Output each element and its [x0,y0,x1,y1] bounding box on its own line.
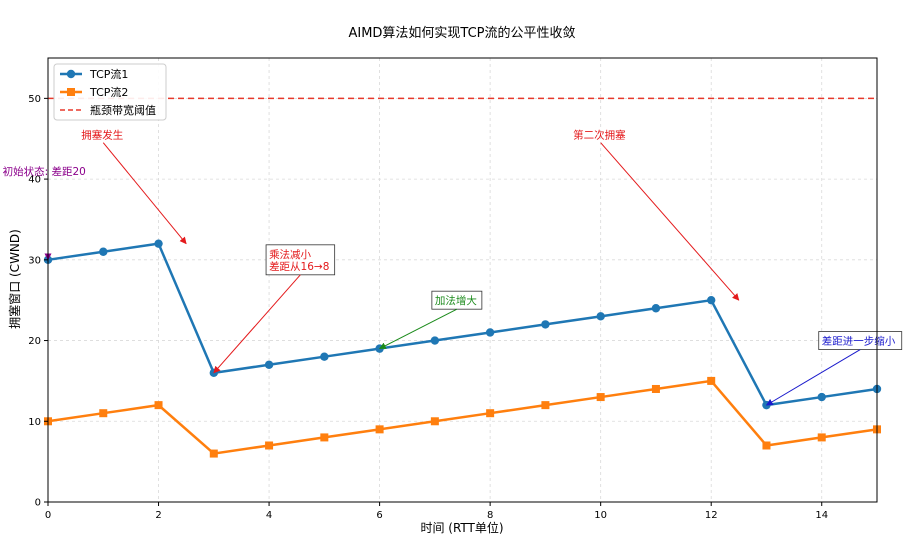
data-point-tcp2 [486,409,495,418]
y-tick-label: 50 [28,94,41,105]
annotation: 第二次拥塞 [573,129,740,301]
data-point-tcp1 [541,320,550,329]
x-tick-label: 10 [594,510,607,521]
annotation: 乘法减小差距从16→8 [213,244,336,374]
grid [47,58,877,503]
annotation-text: 差距进一步缩小 [822,335,896,348]
data-point-tcp2 [596,393,605,402]
y-tick-label: 20 [28,336,41,347]
annotation: 加法增大 [378,290,483,350]
x-tick-label: 12 [705,510,718,521]
data-point-tcp2 [541,401,550,410]
data-point-tcp1 [154,239,163,248]
annotation-text-line: 加法增大 [435,294,477,307]
plot-frame [47,57,878,503]
data-point-tcp2 [430,417,439,426]
legend-label-tcp2: TCP流2 [89,85,128,99]
legend-label-threshold: 瓶颈带宽阈值 [90,103,156,117]
annotation-text-line: 第二次拥塞 [573,129,626,142]
data-point-tcp1 [320,352,329,361]
x-axis-label: 时间 (RTT单位) [420,520,503,535]
annotation-text: 第二次拥塞 [573,129,626,142]
annotation-text: 乘法减小差距从16→8 [269,248,329,273]
data-point-tcp2 [99,409,108,418]
annotation-arrow [378,308,458,350]
y-tick-label: 0 [35,498,41,509]
annotation-text-line: 乘法减小 [269,248,311,261]
axes: 0 2 4 6 8 10 12 14 0 10 20 30 40 50 [28,94,828,521]
annotation: 拥塞发生 [81,129,187,245]
annotation-text-line: 拥塞发生 [81,129,123,142]
data-point-tcp2 [154,401,163,410]
series-layer [43,239,882,458]
y-tick-label: 10 [28,417,41,428]
x-tick-label: 2 [155,510,161,521]
y-tick-label: 40 [28,175,41,186]
x-tick-label: 0 [45,510,51,521]
data-point-tcp2 [265,441,274,450]
data-point-tcp1 [264,360,274,369]
data-point-tcp1 [651,304,661,313]
data-point-tcp1 [485,328,495,337]
series-line-tcp1 [47,242,878,407]
legend-marker [66,69,76,79]
data-point-tcp2 [762,441,771,450]
data-point-tcp1 [596,312,605,321]
annotation-arrow [765,349,861,406]
y-axis-label: 拥塞窗口 (CWND) [7,229,22,329]
x-tick-label: 8 [487,510,493,521]
x-tick-label: 4 [266,510,272,521]
data-point-tcp2 [209,449,218,458]
legend: TCP流1 TCP流2 瓶颈带宽阈值 [53,63,167,121]
x-tick-label: 14 [815,510,828,521]
chart-title: AIMD算法如何实现TCP流的公平性收敛 [348,25,575,41]
data-point-tcp2 [320,433,329,442]
data-point-tcp1 [817,392,826,402]
data-point-tcp2 [817,433,826,442]
annotation-text: 加法增大 [435,294,477,307]
annotation-arrow [102,142,187,245]
annotation-text-line: 差距从16→8 [269,260,329,273]
annotation-text: 初始状态: 差距20 [3,165,86,178]
annotation-text: 拥塞发生 [81,129,123,142]
annotation-text-line: 初始状态: 差距20 [3,165,86,178]
annotation-arrow [600,142,740,301]
data-point-tcp2 [651,384,660,393]
data-point-tcp1 [375,344,384,353]
data-point-tcp2 [375,425,384,434]
annotation-arrow [213,274,301,374]
series-line-tcp2 [47,379,878,455]
data-point-tcp1 [430,336,440,345]
legend-label-tcp1: TCP流1 [89,67,128,81]
legend-marker [67,88,75,96]
x-tick-label: 6 [376,510,382,521]
annotation-text-line: 差距进一步缩小 [822,335,896,348]
data-point-tcp1 [99,247,108,256]
legend-box [53,63,167,121]
data-point-tcp2 [707,376,716,385]
data-point-tcp1 [707,295,716,305]
y-tick-label: 30 [28,255,41,266]
